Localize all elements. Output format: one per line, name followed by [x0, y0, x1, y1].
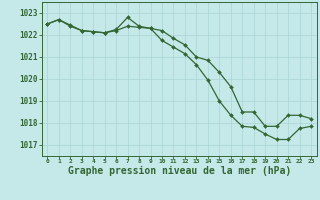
X-axis label: Graphe pression niveau de la mer (hPa): Graphe pression niveau de la mer (hPa): [68, 166, 291, 176]
